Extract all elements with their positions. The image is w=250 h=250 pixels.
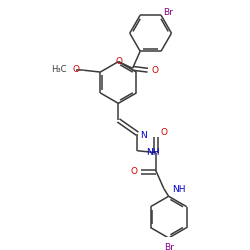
Text: O: O xyxy=(130,167,137,176)
Text: NH: NH xyxy=(172,185,186,194)
Text: H₃C: H₃C xyxy=(51,65,66,74)
Text: O: O xyxy=(152,66,159,75)
Text: N: N xyxy=(140,131,147,140)
Text: Br: Br xyxy=(164,243,173,250)
Text: O: O xyxy=(115,57,122,66)
Text: O: O xyxy=(72,65,80,74)
Text: Br: Br xyxy=(163,8,172,17)
Text: NH: NH xyxy=(146,148,159,157)
Text: O: O xyxy=(160,128,167,137)
